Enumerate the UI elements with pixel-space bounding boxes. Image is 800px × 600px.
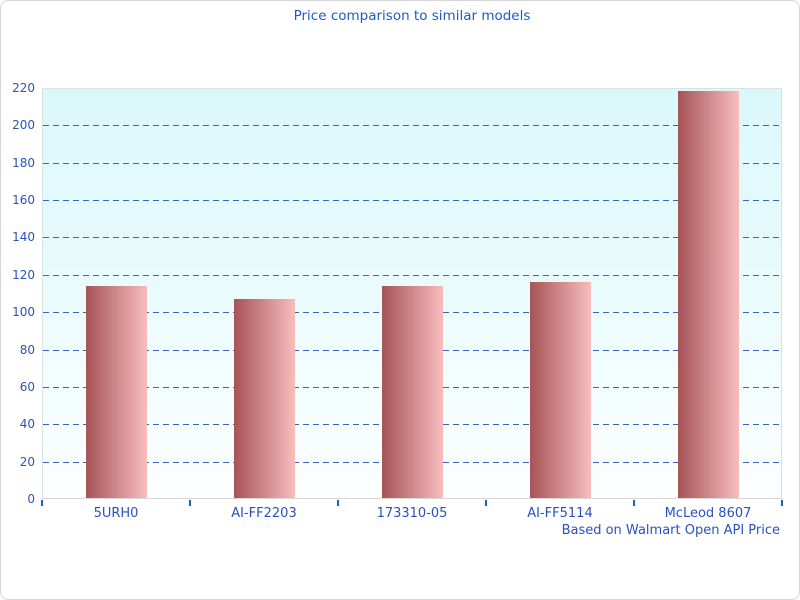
y-axis-tick-label: 60 (19, 379, 35, 394)
x-axis-category-label: McLeod 8607 (664, 506, 752, 521)
x-axis-tick (485, 500, 487, 506)
bar (677, 91, 739, 498)
y-axis-tick-label: 120 (12, 267, 35, 282)
x-axis-category-label: 173310-05 (376, 506, 448, 521)
x-axis-category-label: 5URH0 (93, 506, 139, 521)
chart-title: Price comparison to similar models (293, 8, 531, 24)
x-axis-category-label: AI-FF5114 (527, 506, 593, 521)
bar (529, 282, 591, 498)
x-axis-category-label: AI-FF2203 (231, 506, 297, 521)
y-axis-tick-label: 200 (12, 118, 35, 133)
gridline (43, 125, 781, 127)
y-axis-tick-label: 140 (12, 230, 35, 245)
plot-area (42, 88, 782, 499)
y-axis-tick-label: 100 (12, 305, 35, 320)
bar (233, 299, 295, 498)
y-axis-tick-label: 0 (27, 492, 35, 506)
y-axis-tick-label: 40 (19, 417, 35, 432)
x-axis-tick (781, 500, 783, 506)
y-axis-tick-label: 160 (12, 193, 35, 208)
gridline (43, 200, 781, 202)
x-axis-tick (189, 500, 191, 506)
x-axis-tick (337, 500, 339, 506)
x-axis-tick (41, 500, 43, 506)
y-axis-tick-label: 180 (12, 155, 35, 170)
y-axis-tick-label: 80 (19, 342, 35, 357)
gridline (43, 162, 781, 164)
y-axis-tick-label: 220 (12, 81, 35, 95)
x-axis-tick (633, 500, 635, 506)
chart-caption: Based on Walmart Open API Price (561, 523, 780, 538)
bar (85, 286, 147, 498)
y-axis-tick-label: 20 (19, 454, 35, 469)
gridline (43, 237, 781, 239)
gridline (43, 274, 781, 276)
bar (381, 286, 443, 498)
